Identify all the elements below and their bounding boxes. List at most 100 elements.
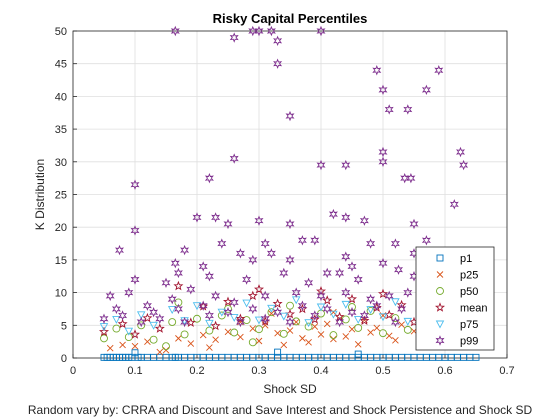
data-point-p99	[341, 159, 351, 171]
data-point-mean	[396, 299, 407, 310]
data-point-p99	[322, 303, 332, 315]
data-point-p50	[279, 329, 288, 338]
y-axis-label: K Distribution	[33, 159, 47, 230]
data-point-mean	[154, 323, 165, 333]
data-point-p1	[274, 348, 282, 356]
x-tick-label: 0.3	[251, 365, 266, 377]
data-point-p99	[285, 218, 295, 230]
legend-marker-p1	[436, 254, 444, 262]
data-point-p25	[119, 341, 126, 349]
data-point-p99	[229, 153, 239, 164]
y-tick-label: 5	[61, 320, 67, 332]
data-point-p99	[322, 267, 332, 279]
y-tick-label: 35	[55, 124, 67, 136]
x-tick-label: 0	[70, 365, 76, 377]
data-point-p99	[223, 307, 233, 318]
data-point-p99	[105, 290, 115, 302]
data-point-p99	[204, 172, 214, 184]
x-tick-label: 0.1	[127, 365, 142, 377]
data-point-p75	[403, 317, 413, 326]
data-point-p1	[472, 353, 480, 361]
data-point-p99	[266, 248, 276, 259]
data-point-p99	[217, 238, 227, 249]
data-point-p25	[398, 321, 405, 328]
data-point-p50	[248, 338, 257, 347]
data-point-p99	[316, 159, 326, 171]
data-point-p99	[341, 212, 351, 223]
data-point-mean	[210, 320, 221, 331]
data-point-p25	[187, 340, 195, 347]
data-point-p99	[235, 248, 245, 259]
data-point-p99	[161, 277, 171, 288]
x-tick-label: 0.2	[189, 365, 204, 377]
data-point-p99	[390, 316, 400, 328]
data-point-mean	[142, 312, 153, 323]
data-point-p75	[341, 300, 351, 309]
data-point-p25	[342, 333, 350, 340]
data-point-p99	[366, 293, 376, 305]
data-point-p99	[285, 254, 295, 266]
data-point-p75	[267, 304, 276, 313]
data-point-p25	[224, 328, 232, 336]
data-point-p99	[378, 156, 388, 168]
data-point-p99	[229, 32, 239, 43]
data-point-p75	[242, 299, 251, 308]
data-point-p99	[211, 212, 221, 223]
data-point-p99	[204, 271, 214, 282]
legend-label-mean: mean	[460, 303, 488, 315]
legend-marker-p75	[435, 320, 445, 329]
legend-marker-p99	[435, 335, 445, 346]
data-point-p75	[279, 312, 289, 321]
data-point-p99	[378, 146, 388, 158]
series-p1	[100, 348, 480, 361]
legend-box	[415, 246, 495, 351]
legend-label-p25: p25	[460, 270, 478, 282]
data-point-p99	[248, 254, 258, 266]
data-point-mean	[254, 284, 264, 294]
data-point-p99	[347, 261, 357, 272]
data-point-p50	[180, 330, 189, 339]
data-point-p99	[335, 316, 345, 328]
data-point-p99	[229, 297, 239, 308]
data-point-p99	[434, 65, 444, 76]
data-point-p25	[280, 341, 288, 349]
y-tick-label: 30	[55, 157, 67, 169]
x-tick-label: 0.6	[437, 365, 452, 377]
y-tick-label: 45	[55, 59, 67, 71]
data-point-p99	[397, 303, 407, 315]
data-point-p25	[212, 336, 219, 344]
data-point-p50	[354, 323, 363, 332]
data-point-mean	[322, 295, 333, 305]
data-point-mean	[99, 326, 109, 337]
data-point-p1	[354, 350, 362, 358]
data-point-p99	[223, 218, 233, 230]
data-point-p99	[421, 235, 431, 246]
data-point-p75	[229, 314, 239, 322]
data-point-p99	[173, 267, 183, 279]
data-point-p99	[130, 274, 140, 285]
data-point-p99	[170, 257, 180, 269]
data-point-p99	[136, 316, 146, 328]
data-point-p50	[348, 303, 356, 311]
data-point-p99	[347, 307, 357, 318]
y-tick-label: 20	[55, 222, 67, 234]
data-point-p99	[254, 215, 264, 226]
y-tick-label: 40	[55, 91, 67, 103]
data-point-p25	[385, 332, 393, 340]
data-point-p99	[456, 146, 465, 158]
data-point-p25	[323, 320, 331, 328]
data-point-p99	[372, 65, 382, 76]
data-point-p99	[260, 290, 270, 302]
legend: p1 p25 p50 mean p75 p99	[415, 246, 495, 351]
data-point-p99	[118, 310, 128, 321]
data-point-p99	[273, 307, 283, 318]
data-point-p99	[394, 264, 403, 275]
data-point-mean	[173, 280, 184, 291]
data-point-p99	[310, 310, 320, 321]
data-point-p50	[341, 315, 350, 324]
x-tick-label: 0.4	[313, 365, 328, 377]
data-point-p99	[378, 84, 388, 96]
data-point-p25	[354, 340, 362, 348]
data-point-p99	[149, 307, 159, 318]
